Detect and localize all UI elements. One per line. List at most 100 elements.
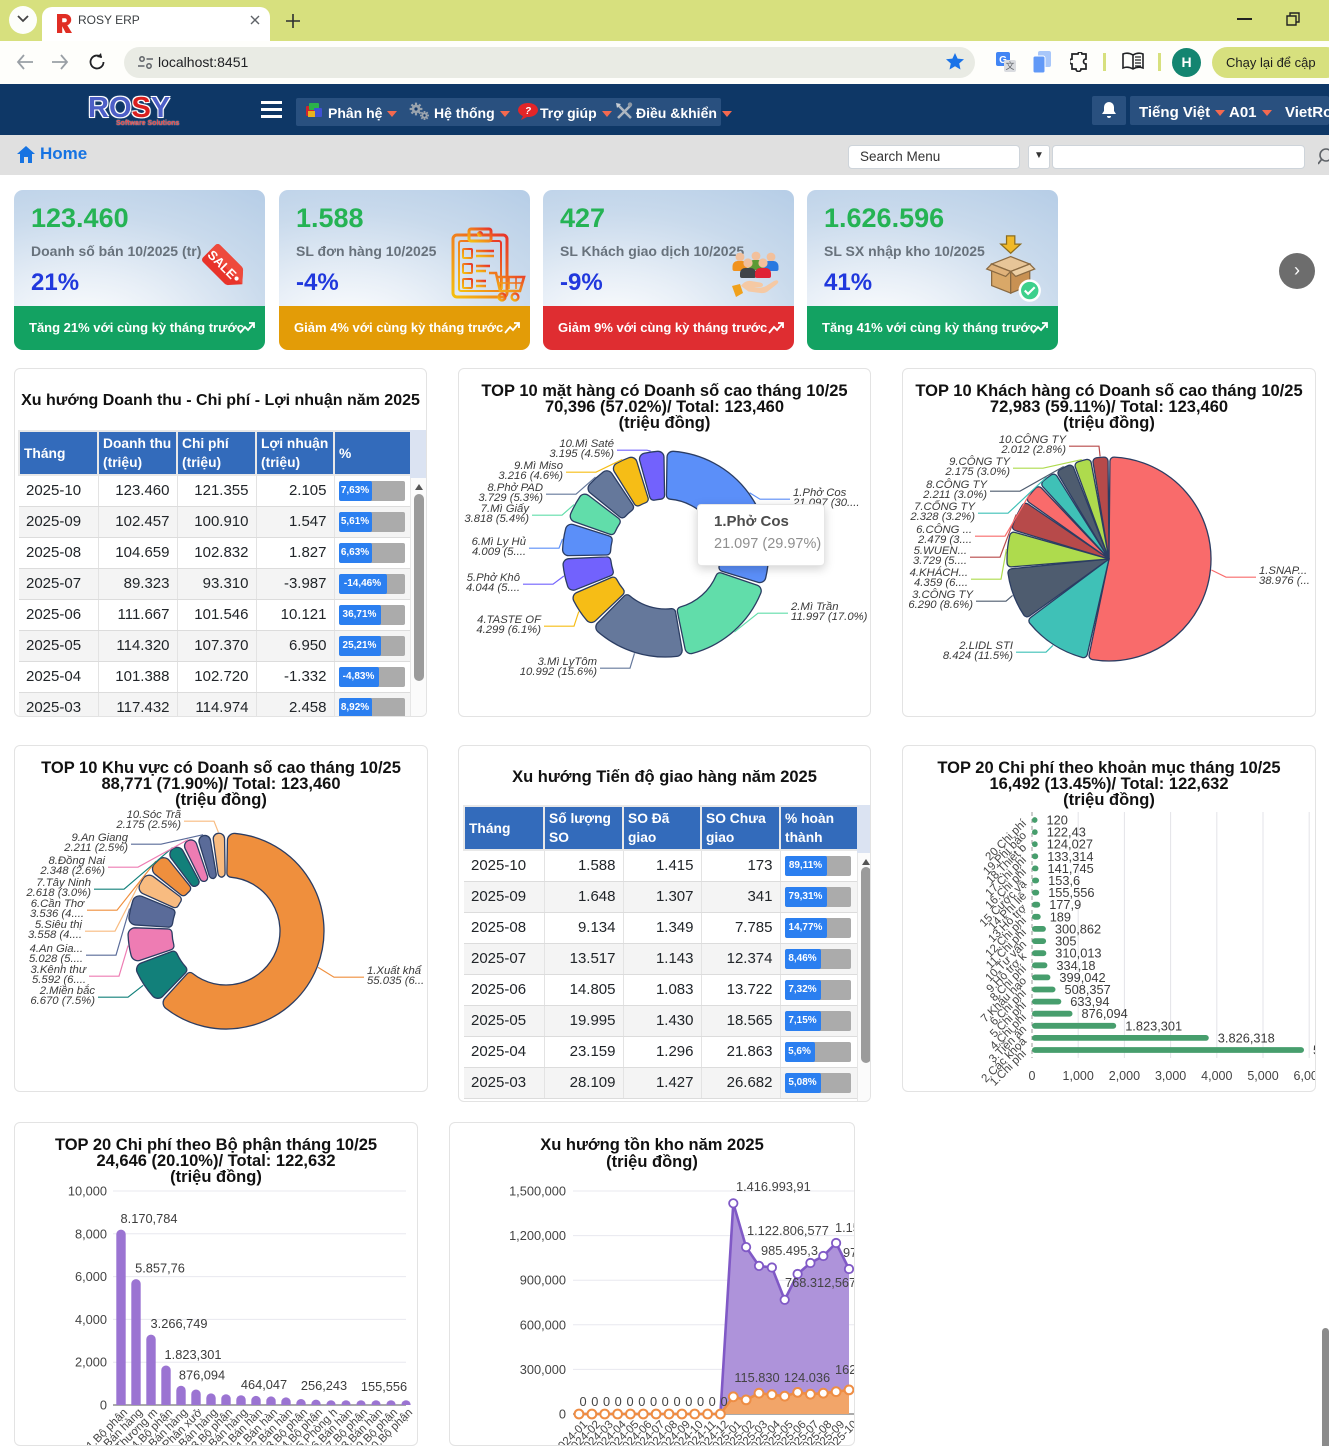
svg-text:?: ? — [525, 106, 531, 117]
svg-text:876,094: 876,094 — [179, 1367, 225, 1382]
svg-text:3.266,749: 3.266,749 — [151, 1316, 208, 1331]
svg-text:1.15: 1.15 — [835, 1220, 855, 1235]
svg-text:120: 120 — [1047, 813, 1068, 828]
svg-text:4.299 (6.1%): 4.299 (6.1%) — [476, 624, 541, 636]
svg-text:3.216 (4.6%): 3.216 (4.6%) — [498, 470, 563, 482]
svg-text:876,094: 876,094 — [1082, 1006, 1128, 1021]
svg-text:3.826,318: 3.826,318 — [1218, 1030, 1275, 1045]
svg-text:124,027: 124,027 — [1047, 837, 1093, 852]
svg-text:2.LIDL STI: 2.LIDL STI — [958, 640, 1014, 652]
svg-text:3.818 (5.4%): 3.818 (5.4%) — [464, 513, 529, 525]
svg-text:2,000: 2,000 — [1109, 1069, 1140, 1083]
svg-text:115.830: 115.830 — [734, 1370, 779, 1385]
svg-text:38.976 (...: 38.976 (... — [1259, 575, 1310, 587]
svg-text:0: 0 — [673, 1394, 680, 1409]
svg-text:8.CÔNG TY: 8.CÔNG TY — [926, 478, 988, 491]
svg-text:0: 0 — [1029, 1069, 1036, 1083]
svg-text:6,000: 6,000 — [1294, 1069, 1316, 1083]
svg-text:1,500,000: 1,500,000 — [509, 1184, 566, 1199]
svg-text:8.170,784: 8.170,784 — [121, 1211, 178, 1226]
svg-text:3.Mì LyTôm: 3.Mì LyTôm — [538, 656, 597, 668]
svg-text:11.997 (17.0%): 11.997 (17.0%) — [791, 611, 868, 623]
svg-text:10.CÔNG TY: 10.CÔNG TY — [999, 433, 1068, 446]
svg-text:4.009 (5....: 4.009 (5.... — [472, 546, 526, 558]
svg-text:97: 97 — [843, 1245, 855, 1260]
svg-text:3.195 (4.5%): 3.195 (4.5%) — [549, 448, 614, 460]
svg-text:5.028 (5....: 5.028 (5.... — [29, 953, 83, 965]
svg-text:0: 0 — [579, 1394, 586, 1409]
svg-text:8.424 (11.5%): 8.424 (11.5%) — [943, 650, 1013, 662]
svg-text:0: 0 — [591, 1394, 598, 1409]
svg-text:1.416.993,91: 1.416.993,91 — [736, 1179, 811, 1194]
svg-text:600,000: 600,000 — [520, 1317, 566, 1332]
svg-text:3.536 (4....: 3.536 (4.... — [30, 908, 84, 920]
svg-text:2,000: 2,000 — [75, 1355, 107, 1370]
svg-text:189: 189 — [1050, 909, 1071, 924]
svg-text:2.328 (3.2%): 2.328 (3.2%) — [909, 511, 975, 523]
svg-text:10.Mì Saté: 10.Mì Saté — [559, 438, 614, 450]
svg-text:0: 0 — [685, 1394, 692, 1409]
svg-text:2.211 (3.0%): 2.211 (3.0%) — [922, 489, 987, 501]
svg-text:6.670 (7.5%): 6.670 (7.5%) — [30, 995, 95, 1007]
svg-text:8.Phở PAD: 8.Phở PAD — [487, 482, 543, 494]
svg-text:5.592 (6....: 5.592 (6.... — [32, 974, 86, 986]
svg-text:768.312,567: 768.312,567 — [785, 1275, 855, 1290]
svg-text:2.618 (3.0%): 2.618 (3.0%) — [25, 887, 91, 899]
svg-text:2.479 (3....: 2.479 (3.... — [917, 534, 972, 546]
svg-text:2.211 (2.5%): 2.211 (2.5%) — [63, 842, 128, 854]
svg-text:1.Phở Cos: 1.Phở Cos — [793, 487, 847, 499]
svg-text:9.CÔNG TY: 9.CÔNG TY — [949, 455, 1011, 468]
svg-text:1.823,301: 1.823,301 — [1125, 1018, 1182, 1033]
svg-text:310,013: 310,013 — [1055, 946, 1101, 961]
svg-text:6.CÔNG ...: 6.CÔNG ... — [916, 523, 972, 536]
svg-text:7.Tây Ninh: 7.Tây Ninh — [36, 877, 91, 889]
svg-text:464,047: 464,047 — [241, 1377, 287, 1392]
svg-text:10.Sóc Trã: 10.Sóc Trã — [127, 809, 182, 821]
svg-text:55.035 (6...: 55.035 (6... — [367, 975, 424, 987]
svg-text:3,000: 3,000 — [1155, 1069, 1186, 1083]
svg-text:2.012 (2.8%): 2.012 (2.8%) — [1000, 444, 1066, 456]
svg-text:7.CỔNG TY: 7.CỔNG TY — [914, 500, 976, 513]
svg-text:10.992 (15.6%): 10.992 (15.6%) — [520, 666, 597, 678]
svg-text:0: 0 — [559, 1407, 566, 1422]
svg-text:0: 0 — [662, 1394, 669, 1409]
svg-text:3.558 (4....: 3.558 (4.... — [28, 929, 82, 941]
svg-text:5.WUEN...: 5.WUEN... — [914, 545, 967, 557]
svg-text:3.CÔNG TY: 3.CÔNG TY — [912, 588, 974, 601]
svg-text:2.Miền bắc: 2.Miền bắc — [39, 984, 96, 997]
svg-text:0: 0 — [697, 1394, 704, 1409]
svg-text:6.Cần Thơ: 6.Cần Thơ — [31, 898, 85, 910]
svg-text:162.: 162. — [835, 1362, 855, 1377]
svg-text:2.348 (2.6%): 2.348 (2.6%) — [39, 865, 105, 877]
svg-text:177,9: 177,9 — [1049, 897, 1081, 912]
svg-text:6.Mì Ly Hủ: 6.Mì Ly Hủ — [472, 536, 527, 548]
svg-text:133,314: 133,314 — [1047, 849, 1093, 864]
svg-text:3.729 (5.3%): 3.729 (5.3%) — [478, 492, 543, 504]
svg-text:0: 0 — [709, 1394, 716, 1409]
svg-text:8,000: 8,000 — [75, 1226, 107, 1241]
svg-text:1.SNAP...: 1.SNAP... — [1259, 565, 1307, 577]
svg-text:155,556: 155,556 — [1048, 885, 1094, 900]
svg-text:1.122.806,577: 1.122.806,577 — [747, 1223, 829, 1238]
svg-text:3.729 (5....: 3.729 (5.... — [913, 555, 967, 567]
svg-text:300,000: 300,000 — [520, 1362, 566, 1377]
svg-text:0: 0 — [603, 1394, 610, 1409]
svg-text:0: 0 — [615, 1394, 622, 1409]
svg-text:1.Xuất khẩ: 1.Xuất khẩ — [367, 965, 422, 977]
svg-text:0: 0 — [720, 1394, 727, 1409]
svg-text:4.359 (6....: 4.359 (6.... — [914, 577, 968, 589]
svg-text:153,6: 153,6 — [1048, 873, 1080, 888]
svg-text:300,862: 300,862 — [1055, 921, 1101, 936]
svg-text:文: 文 — [1005, 60, 1014, 71]
svg-text:5,000: 5,000 — [1247, 1069, 1278, 1083]
svg-text:9.Mì Miso: 9.Mì Miso — [514, 460, 563, 472]
svg-text:4,000: 4,000 — [1201, 1069, 1232, 1083]
svg-text:4.An Gia...: 4.An Gia... — [30, 943, 83, 955]
svg-text:1,200,000: 1,200,000 — [509, 1228, 566, 1243]
svg-text:5.Siêu thị: 5.Siêu thị — [35, 919, 83, 931]
svg-text:155,556: 155,556 — [361, 1379, 407, 1394]
svg-text:5.857,76: 5.857,76 — [135, 1261, 185, 1276]
svg-text:508,357: 508,357 — [1065, 982, 1111, 997]
svg-text:7.Mì Giấy: 7.Mì Giấy — [481, 503, 531, 515]
svg-text:2.175 (2.5%): 2.175 (2.5%) — [115, 819, 181, 831]
